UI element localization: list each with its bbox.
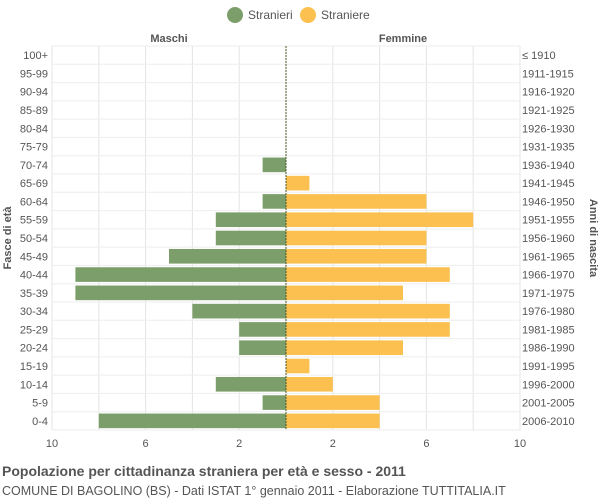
bar-male-5-9: [262, 395, 286, 410]
bar-female-40-44: [286, 267, 450, 282]
x-tick-label: 2: [330, 438, 336, 450]
age-tick-label: 20-24: [20, 343, 48, 355]
birth-year-tick-label: 1991-1995: [522, 361, 575, 373]
birth-year-tick-label: 1941-1945: [522, 178, 575, 190]
bar-male-60-64: [262, 194, 286, 209]
birth-year-tick-label: 1976-1980: [522, 306, 575, 318]
age-tick-label: 0-4: [32, 416, 48, 428]
birth-year-tick-label: 1981-1985: [522, 324, 575, 336]
bar-female-65-69: [286, 175, 310, 191]
x-tick-label: 10: [514, 438, 526, 450]
age-tick-label: 5-9: [32, 398, 48, 410]
age-tick-label: 75-79: [20, 142, 48, 154]
bar-female-10-14: [286, 376, 333, 392]
birth-year-tick-label: 1936-1940: [522, 160, 575, 172]
bar-female-5-9: [286, 395, 380, 410]
age-tick-label: 85-89: [20, 105, 48, 117]
age-tick-label: 40-44: [20, 270, 48, 282]
birth-year-tick-label: 1996-2000: [522, 379, 575, 391]
birth-year-tick-label: 1911-1915: [522, 68, 574, 80]
age-tick-label: 65-69: [20, 178, 48, 190]
age-tick-label: 10-14: [20, 379, 48, 391]
x-tick-label: 6: [423, 438, 429, 450]
y-axis-label-left: Fasce di età: [2, 206, 14, 270]
age-tick-label: 35-39: [20, 288, 48, 300]
birth-year-tick-label: 1961-1965: [522, 251, 575, 263]
birth-year-tick-label: 1931-1935: [522, 142, 575, 154]
bar-female-20-24: [286, 340, 403, 356]
birth-year-tick-label: 1926-1930: [522, 123, 575, 135]
age-tick-label: 70-74: [20, 160, 48, 172]
bar-male-10-14: [215, 376, 286, 392]
bar-female-50-54: [286, 230, 427, 246]
bar-male-40-44: [75, 267, 287, 282]
age-tick-label: 90-94: [20, 87, 48, 99]
legend-label-stranieri: Stranieri: [248, 8, 293, 22]
age-tick-label: 50-54: [20, 233, 48, 245]
birth-year-tick-label: 1951-1955: [522, 215, 575, 227]
age-tick-label: 60-64: [20, 196, 48, 208]
bar-male-0-4: [98, 413, 286, 429]
age-tick-label: 25-29: [20, 324, 48, 336]
birth-year-tick-label: 1971-1975: [522, 288, 575, 300]
birth-year-tick-label: 1966-1970: [522, 270, 575, 282]
birth-year-tick-label: 1986-1990: [522, 343, 575, 355]
age-tick-label: 95-99: [20, 68, 48, 80]
bar-male-50-54: [215, 230, 286, 246]
legend-marker-straniere: [300, 7, 316, 23]
age-tick-label: 80-84: [20, 123, 48, 135]
bar-male-55-59: [215, 212, 286, 228]
legend-label-straniere: Straniere: [321, 8, 370, 22]
bar-female-15-19: [286, 358, 310, 374]
bar-female-30-34: [286, 303, 450, 319]
bar-male-30-34: [192, 303, 286, 319]
legend-marker-stranieri: [227, 7, 243, 23]
bar-female-35-39: [286, 285, 403, 301]
birth-year-tick-label: 1921-1925: [522, 105, 575, 117]
birth-year-tick-label: 1946-1950: [522, 196, 575, 208]
birth-year-tick-label: 2006-2010: [522, 416, 575, 428]
bar-female-45-49: [286, 248, 427, 264]
males-header: Maschi: [150, 33, 187, 45]
birth-year-tick-label: ≤ 1910: [522, 50, 556, 62]
age-tick-label: 30-34: [20, 306, 48, 318]
x-tick-label: 6: [143, 438, 149, 450]
bar-female-25-29: [286, 322, 450, 337]
birth-year-tick-label: 2001-2005: [522, 398, 575, 410]
y-axis-label-right: Anni di nascita: [587, 199, 599, 278]
birth-year-tick-label: 1956-1960: [522, 233, 575, 245]
x-tick-label: 2: [236, 438, 242, 450]
bar-female-60-64: [286, 194, 427, 209]
females-header: Femmine: [379, 33, 427, 45]
bar-female-0-4: [286, 413, 380, 429]
bar-male-35-39: [75, 285, 287, 301]
age-tick-label: 100+: [23, 50, 48, 62]
birth-year-tick-label: 1916-1920: [522, 87, 575, 99]
bar-male-70-74: [262, 157, 286, 173]
age-tick-label: 15-19: [20, 361, 48, 373]
chart-title: Popolazione per cittadinanza straniera p…: [2, 463, 406, 479]
age-tick-label: 55-59: [20, 215, 48, 227]
x-tick-label: 10: [46, 438, 58, 450]
bar-male-25-29: [239, 322, 286, 337]
bar-male-45-49: [169, 248, 286, 264]
bar-male-20-24: [239, 340, 286, 356]
bar-female-55-59: [286, 212, 474, 228]
chart-subtitle: COMUNE DI BAGOLINO (BS) - Dati ISTAT 1° …: [2, 484, 506, 498]
age-tick-label: 45-49: [20, 251, 48, 263]
